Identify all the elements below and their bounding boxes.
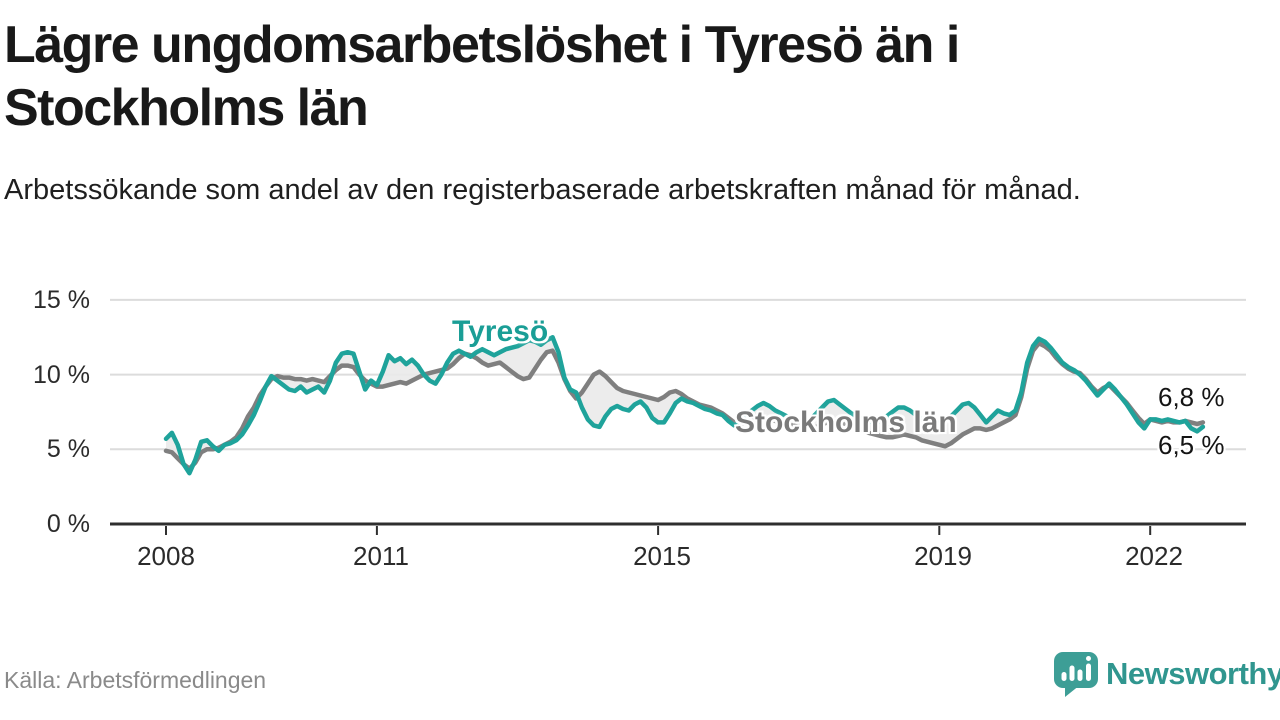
x-axis-label-2019: 2019 (914, 541, 972, 571)
y-axis-label-10: 10 % (33, 361, 90, 389)
series-line-tyreso (163, 335, 1206, 476)
y-axis-label-5: 5 % (46, 435, 90, 463)
newsworthy-wordmark: Newsworthy (1106, 656, 1280, 691)
series-label-stockholms-lan: Stockholms län (735, 406, 957, 439)
x-axis-label-2022: 2022 (1125, 541, 1183, 571)
end-value-label-stockholm: 6,8 % (1158, 382, 1225, 412)
newsworthy-bubble-chart-icon (1054, 652, 1098, 697)
source-note: Källa: Arbetsförmedlingen (4, 667, 267, 693)
y-axis-label-0: 0 % (46, 510, 90, 538)
area-between-series (166, 337, 1203, 474)
page-title: Lägre ungdomsarbetslöshet i Tyresö än i … (4, 16, 960, 138)
y-axis-label-15: 15 % (33, 286, 90, 314)
x-axis-label-2015: 2015 (633, 541, 691, 571)
end-value-label-tyreso: 6,5 % (1158, 430, 1225, 460)
series-label-tyreso: Tyresö (452, 315, 549, 348)
newsworthy-logo: Newsworthy (1052, 650, 1280, 700)
x-axis-label-2008: 2008 (137, 541, 195, 571)
x-axis-label-2011: 2011 (353, 541, 409, 571)
chart-subtitle: Arbetssökande som andel av den registerb… (4, 174, 1081, 206)
